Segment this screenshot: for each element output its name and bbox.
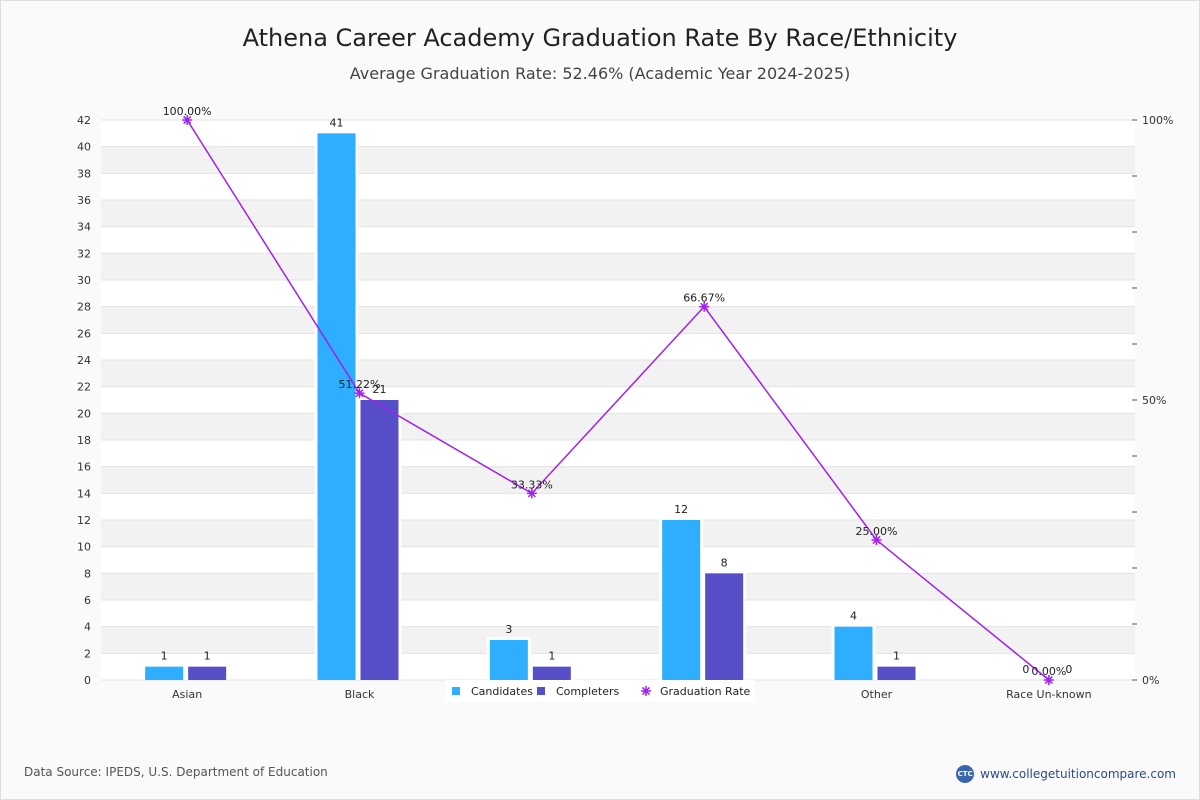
candidates-bar-value-label: 12 bbox=[674, 503, 688, 516]
legend-background bbox=[445, 680, 755, 702]
completers-bar-value-label: 0 bbox=[1065, 663, 1072, 676]
candidates-bar-value-label: 3 bbox=[505, 623, 512, 636]
completers-bar bbox=[360, 400, 399, 680]
legend-swatch bbox=[452, 687, 460, 695]
grid-band bbox=[101, 573, 1135, 600]
completers-bar-value-label: 1 bbox=[548, 650, 555, 663]
graduation-rate-point bbox=[355, 389, 364, 398]
graduation-rate-point bbox=[527, 489, 536, 498]
data-source: Data Source: IPEDS, U.S. Department of E… bbox=[24, 765, 328, 779]
y-tick-label: 14 bbox=[77, 487, 91, 500]
grid-band bbox=[101, 520, 1135, 547]
grid-band bbox=[101, 306, 1135, 334]
y-tick-label: 8 bbox=[84, 567, 91, 580]
y-tick-label: 12 bbox=[77, 514, 91, 527]
y2-tick-label: 50% bbox=[1142, 394, 1166, 407]
y-tick-label: 18 bbox=[77, 434, 91, 447]
legend-swatch bbox=[537, 687, 545, 695]
candidates-bar bbox=[834, 626, 873, 680]
y-tick-label: 2 bbox=[84, 647, 91, 660]
completers-bar bbox=[877, 666, 916, 680]
chart-title: Athena Career Academy Graduation Rate By… bbox=[242, 24, 958, 52]
legend-swatch bbox=[641, 686, 651, 696]
y-tick-label: 42 bbox=[77, 114, 91, 127]
chart-subtitle: Average Graduation Rate: 52.46% (Academi… bbox=[349, 64, 851, 83]
graduation-rate-point bbox=[183, 115, 192, 125]
legend-label: Candidates bbox=[471, 685, 533, 698]
y-tick-label: 10 bbox=[77, 541, 91, 554]
y-tick-label: 30 bbox=[77, 274, 91, 287]
x-tick-label: Race Un-known bbox=[1006, 688, 1092, 701]
y2-tick-label: 100% bbox=[1142, 114, 1173, 127]
x-tick-label: Other bbox=[861, 688, 893, 701]
y-tick-label: 24 bbox=[77, 354, 91, 367]
graduation-rate-point bbox=[700, 302, 709, 311]
candidates-bar-value-label: 0 bbox=[1022, 663, 1029, 676]
grid-band bbox=[101, 360, 1135, 387]
graduation-rate-label: 25.00% bbox=[856, 525, 898, 538]
legend-label: Graduation Rate bbox=[660, 685, 751, 698]
legend-label: Completers bbox=[556, 685, 620, 698]
graduation-rate-label: 33.33% bbox=[511, 478, 553, 491]
graduation-rate-label: 66.67% bbox=[683, 292, 725, 305]
y-tick-label: 20 bbox=[77, 407, 91, 420]
grid-band bbox=[101, 253, 1135, 280]
candidates-bar bbox=[145, 666, 184, 680]
y-tick-label: 0 bbox=[84, 674, 91, 687]
graduation-rate-point bbox=[1044, 675, 1053, 685]
y-tick-label: 26 bbox=[77, 327, 91, 340]
y-tick-label: 4 bbox=[84, 621, 91, 634]
y-tick-label: 16 bbox=[77, 461, 91, 474]
completers-bar-value-label: 1 bbox=[893, 650, 900, 663]
candidates-bar bbox=[662, 520, 701, 680]
grid-band bbox=[101, 626, 1135, 654]
y-tick-label: 32 bbox=[77, 247, 91, 260]
completers-bar-value-label: 1 bbox=[204, 650, 211, 663]
graduation-rate-point bbox=[872, 535, 881, 545]
site-url[interactable]: www.collegetuitioncompare.com bbox=[980, 767, 1176, 781]
x-tick-label: Black bbox=[345, 688, 375, 701]
graduation-rate-label: 100.00% bbox=[163, 105, 212, 118]
x-tick-label: Asian bbox=[172, 688, 202, 701]
y-tick-label: 36 bbox=[77, 194, 91, 207]
candidates-bar-value-label: 4 bbox=[850, 610, 857, 623]
y-tick-label: 40 bbox=[77, 141, 91, 154]
completers-bar-value-label: 21 bbox=[373, 383, 387, 396]
grid-band bbox=[101, 200, 1135, 227]
completers-bar bbox=[188, 666, 227, 680]
candidates-bar bbox=[317, 133, 356, 681]
grid-band bbox=[101, 466, 1135, 494]
completers-bar-value-label: 8 bbox=[721, 556, 728, 569]
graduation-rate-label: 0.00% bbox=[1031, 665, 1066, 678]
candidates-bar-value-label: 41 bbox=[330, 116, 344, 129]
candidates-bar-value-label: 1 bbox=[161, 650, 168, 663]
grid-band bbox=[101, 413, 1135, 440]
grid-band bbox=[101, 146, 1135, 174]
graduation-rate-label: 51.22% bbox=[339, 378, 381, 391]
y-tick-label: 22 bbox=[77, 381, 91, 394]
completers-bar bbox=[705, 573, 744, 680]
y-tick-label: 38 bbox=[77, 167, 91, 180]
candidates-bar bbox=[489, 640, 528, 680]
y-tick-label: 28 bbox=[77, 301, 91, 314]
site-credit[interactable]: CTC www.collegetuitioncompare.com bbox=[956, 765, 1176, 783]
y-tick-label: 6 bbox=[84, 594, 91, 607]
y2-tick-label: 0% bbox=[1142, 674, 1159, 687]
graduation-rate-line bbox=[186, 119, 1050, 681]
completers-bar bbox=[532, 666, 571, 680]
ctc-logo-icon: CTC bbox=[956, 765, 975, 783]
y-tick-label: 34 bbox=[77, 221, 91, 234]
